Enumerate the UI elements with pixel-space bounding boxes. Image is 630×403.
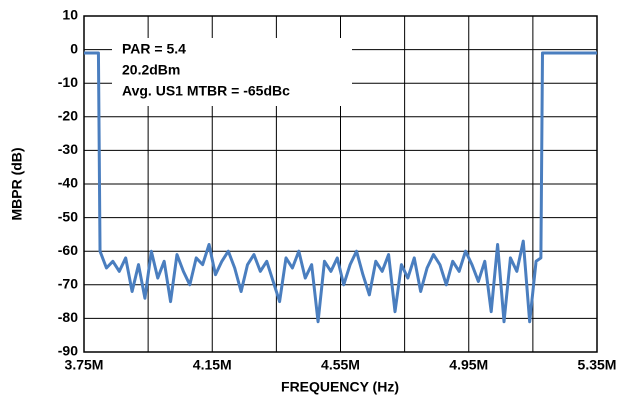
x-tick-label: 4.15M [193, 357, 232, 373]
y-tick-label: -60 [58, 242, 78, 258]
y-tick-label: -90 [58, 343, 78, 359]
annotation: PAR = 5.4 [122, 41, 186, 57]
y-tick-label: -50 [58, 208, 78, 224]
data-line [84, 51, 597, 324]
y-tick-label: -20 [58, 108, 78, 124]
annotation: Avg. US1 MTBR = -65dBc [122, 83, 290, 99]
plot-frame [83, 15, 598, 353]
y-axis-label: MBPR (dB) [9, 147, 25, 220]
y-tick-label: -40 [58, 175, 78, 191]
annotation: 20.2dBm [122, 62, 180, 78]
y-tick-label: -30 [58, 141, 78, 157]
y-tick-label: -80 [58, 309, 78, 325]
x-tick-label: 4.95M [449, 357, 488, 373]
x-tick-label: 5.35M [578, 357, 617, 373]
y-tick-label: -70 [58, 276, 78, 292]
x-tick-label: 3.75M [65, 357, 104, 373]
y-tick-label: 0 [70, 40, 78, 56]
y-tick-label: -10 [58, 74, 78, 90]
annotation-box [112, 38, 352, 106]
x-tick-label: 4.55M [321, 357, 360, 373]
y-tick-label: 10 [62, 7, 78, 23]
x-axis-label: FREQUENCY (Hz) [281, 379, 399, 395]
